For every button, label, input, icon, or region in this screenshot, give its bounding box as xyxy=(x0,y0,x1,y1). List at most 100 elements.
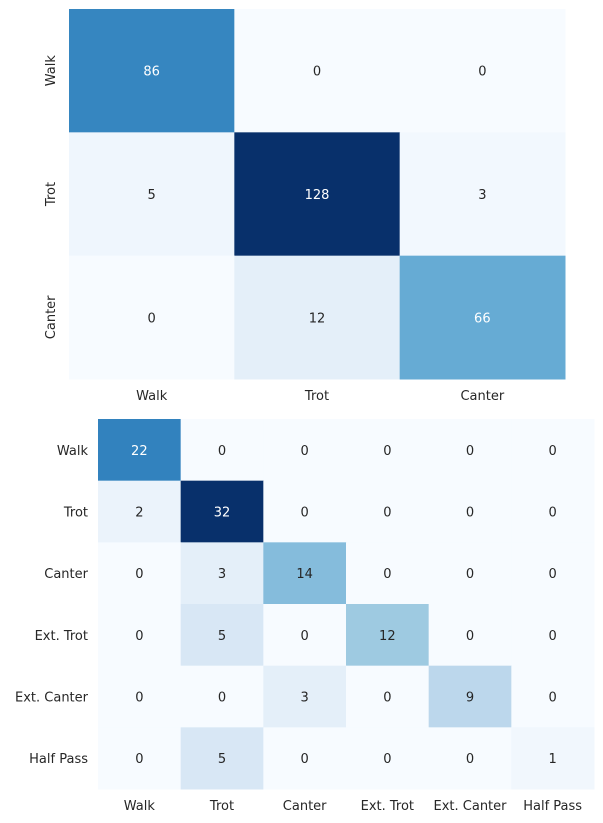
heatmap2-value-walk-trot: 0 xyxy=(218,444,226,459)
heatmap2-value-ext-trot-ext-canter: 0 xyxy=(466,629,474,644)
heatmap2-cell-half-pass-canter xyxy=(263,727,347,790)
heatmap2-xtick-trot: Trot xyxy=(209,799,234,814)
heatmap2-value-half-pass-ext-trot: 0 xyxy=(383,752,391,767)
heatmap2-value-ext-trot-ext-trot: 12 xyxy=(379,629,396,644)
heatmap2-cell-trot-canter xyxy=(263,480,347,543)
heatmap2-value-ext-canter-ext-trot: 0 xyxy=(383,691,391,706)
heatmap2-cell-trot-ext-canter xyxy=(428,480,512,543)
heatmap2-xtick-canter: Canter xyxy=(283,799,327,814)
heatmap2-xtick-half-pass: Half Pass xyxy=(523,799,582,814)
heatmap2-cell-ext-trot-half-pass xyxy=(511,604,595,667)
heatmap1-value-trot-canter: 3 xyxy=(478,188,486,203)
heatmap2-value-walk-ext-canter: 0 xyxy=(466,444,474,459)
heatmap2-cell-ext-canter-ext-canter xyxy=(428,665,512,728)
heatmap2-cell-half-pass-ext-trot xyxy=(346,727,430,790)
heatmap2-value-trot-canter: 0 xyxy=(301,506,309,521)
heatmap1-value-trot-walk: 5 xyxy=(148,188,156,203)
heatmap2-value-half-pass-half-pass: 1 xyxy=(549,752,557,767)
heatmap-6-class: 22 0 0 0 0 0 2 32 0 0 0 0 0 3 14 0 0 0 0 5 0 12 0 0 0 0 3 0 9 0 0 5 0 0 0 1… xyxy=(15,419,595,814)
heatmap2-value-trot-ext-canter: 0 xyxy=(466,506,474,521)
heatmap2-value-trot-ext-trot: 0 xyxy=(383,506,391,521)
heatmap2-ytick-trot: Trot xyxy=(63,506,88,521)
heatmap2-cell-walk-ext-trot xyxy=(346,419,430,482)
heatmap1-cell-trot-canter xyxy=(399,132,566,257)
heatmap2-value-canter-ext-trot: 0 xyxy=(383,567,391,582)
heatmap1-xtick-canter: Canter xyxy=(460,389,504,404)
heatmap2-value-walk-walk: 22 xyxy=(131,444,148,459)
heatmap1-cell-walk-canter xyxy=(399,9,566,133)
heatmap2-xtick-ext-trot: Ext. Trot xyxy=(361,799,414,814)
heatmap1-cell-canter-trot xyxy=(234,255,401,380)
heatmap2-cell-trot-trot xyxy=(180,480,264,543)
heatmap2-value-ext-trot-half-pass: 0 xyxy=(549,629,557,644)
heatmap2-cell-half-pass-half-pass xyxy=(511,727,595,790)
heatmap-3-class: 86 0 0 5 128 3 0 12 66 Walk Trot Canter Walk Trot Cant… xyxy=(44,9,566,404)
heatmap2-cell-walk-trot xyxy=(180,419,264,482)
heatmap2-cell-walk-ext-canter xyxy=(428,419,512,482)
heatmap2-cell-canter-half-pass xyxy=(511,542,595,605)
heatmap1-value-walk-walk: 86 xyxy=(143,65,160,80)
heatmap2-cell-half-pass-trot xyxy=(180,727,264,790)
heatmap2-value-walk-half-pass: 0 xyxy=(549,444,557,459)
heatmap1-cell-trot-trot xyxy=(234,132,401,257)
heatmap2-cell-canter-ext-trot xyxy=(346,542,430,605)
heatmap2-value-trot-half-pass: 0 xyxy=(549,506,557,521)
heatmap2-value-ext-trot-canter: 0 xyxy=(301,629,309,644)
heatmap2-value-half-pass-ext-canter: 0 xyxy=(466,752,474,767)
heatmap1-ytick-walk: Walk xyxy=(44,55,59,87)
heatmap2-value-canter-half-pass: 0 xyxy=(549,567,557,582)
heatmap2-cell-canter-trot xyxy=(180,542,264,605)
heatmap1-cell-canter-canter xyxy=(399,255,566,380)
heatmap2-cell-ext-canter-canter xyxy=(263,665,347,728)
heatmap2-xtick-walk: Walk xyxy=(124,799,156,814)
heatmap1-cell-trot-walk xyxy=(69,132,235,257)
heatmap2-ytick-ext-canter: Ext. Canter xyxy=(15,691,89,706)
heatmap2-value-ext-trot-trot: 5 xyxy=(218,629,226,644)
heatmap2-value-ext-canter-canter: 3 xyxy=(301,691,309,706)
heatmap2-xtick-ext-canter: Ext. Canter xyxy=(434,799,508,814)
heatmap2-value-ext-trot-walk: 0 xyxy=(135,629,143,644)
heatmap2-value-trot-walk: 2 xyxy=(135,506,143,521)
heatmap2-cell-ext-canter-trot xyxy=(180,665,264,728)
heatmap1-cell-canter-walk xyxy=(69,255,235,380)
heatmap2-ytick-canter: Canter xyxy=(44,567,88,582)
heatmap1-ytick-canter: Canter xyxy=(44,295,59,339)
heatmap2-cell-ext-trot-ext-canter xyxy=(428,604,512,667)
heatmap2-value-canter-canter: 14 xyxy=(296,567,313,582)
heatmap2-cell-canter-canter xyxy=(263,542,347,605)
heatmap1-value-canter-walk: 0 xyxy=(148,311,156,326)
heatmap2-value-walk-ext-trot: 0 xyxy=(383,444,391,459)
heatmap1-value-canter-canter: 66 xyxy=(474,311,491,326)
heatmap2-cell-ext-trot-canter xyxy=(263,604,347,667)
heatmap2-value-half-pass-walk: 0 xyxy=(135,752,143,767)
heatmap2-cell-walk-half-pass xyxy=(511,419,595,482)
heatmap2-cell-half-pass-walk xyxy=(98,727,182,790)
heatmap2-value-ext-canter-trot: 0 xyxy=(218,691,226,706)
heatmap1-cell-walk-trot xyxy=(234,9,401,133)
heatmap2-cell-trot-half-pass xyxy=(511,480,595,543)
heatmap1-xtick-trot: Trot xyxy=(304,389,329,404)
heatmap2-cell-ext-canter-half-pass xyxy=(511,665,595,728)
heatmap2-cell-canter-walk xyxy=(98,542,182,605)
heatmap2-cell-half-pass-ext-canter xyxy=(428,727,512,790)
heatmap2-value-half-pass-trot: 5 xyxy=(218,752,226,767)
heatmap2-cell-trot-walk xyxy=(98,480,182,543)
heatmap2-value-ext-canter-ext-canter: 9 xyxy=(466,691,474,706)
heatmap2-ytick-half-pass: Half Pass xyxy=(29,752,88,767)
heatmap1-cell-walk-walk xyxy=(69,9,235,133)
heatmap1-ytick-trot: Trot xyxy=(44,182,59,207)
heatmap2-cell-ext-canter-ext-trot xyxy=(346,665,430,728)
heatmap2-value-canter-ext-canter: 0 xyxy=(466,567,474,582)
heatmap2-cell-walk-canter xyxy=(263,419,347,482)
heatmap2-cell-ext-trot-trot xyxy=(180,604,264,667)
heatmap1-xtick-walk: Walk xyxy=(136,389,168,404)
heatmap2-value-trot-trot: 32 xyxy=(214,506,231,521)
heatmap2-cell-ext-canter-walk xyxy=(98,665,182,728)
heatmap2-value-half-pass-canter: 0 xyxy=(301,752,309,767)
heatmap1-value-canter-trot: 12 xyxy=(309,311,326,326)
heatmap2-cell-ext-trot-ext-trot xyxy=(346,604,430,667)
heatmap2-cell-canter-ext-canter xyxy=(428,542,512,605)
heatmap2-value-canter-trot: 3 xyxy=(218,567,226,582)
heatmap2-value-walk-canter: 0 xyxy=(301,444,309,459)
